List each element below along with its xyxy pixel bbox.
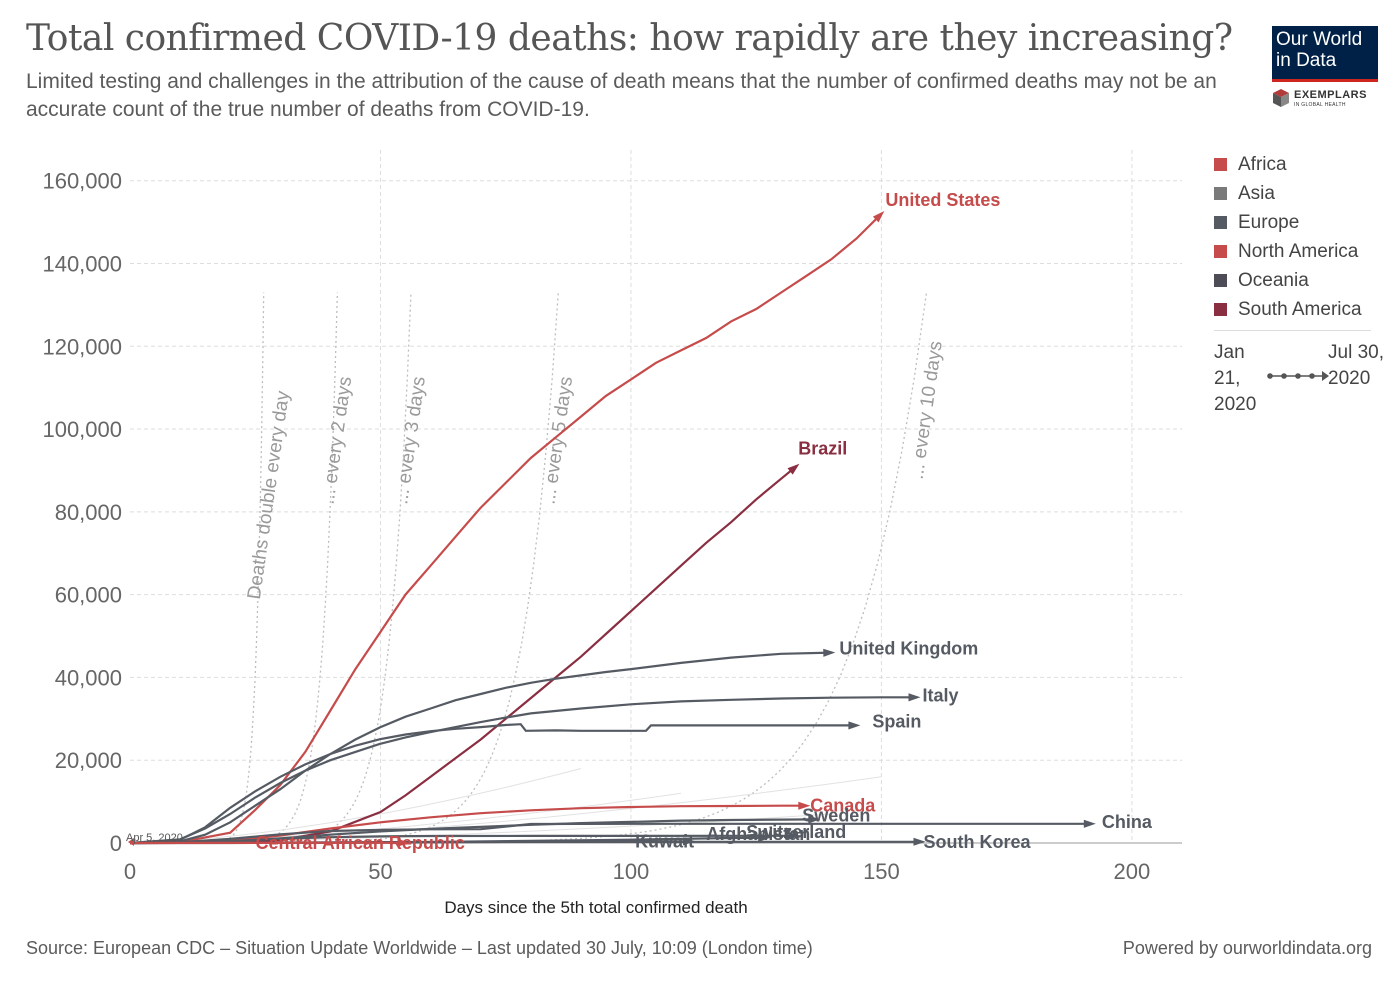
legend-swatch [1214, 158, 1227, 171]
series-label[interactable]: Sweden [802, 805, 870, 825]
series-line[interactable] [129, 834, 797, 845]
doubling-reference-label: ... every 2 days [318, 375, 357, 506]
series-arrowhead [1083, 819, 1096, 828]
series-arrowhead [798, 801, 811, 810]
x-axis-label: Days since the 5th total confirmed death [444, 898, 747, 917]
legend-label: Europe [1238, 211, 1300, 233]
series-label[interactable]: Italy [922, 685, 958, 705]
chart-subtitle: Limited testing and challenges in the at… [26, 70, 1217, 121]
series-arrowhead [397, 838, 410, 847]
timeline[interactable]: Jan 21, 2020 Jul 30, 2020 [1214, 340, 1394, 420]
y-tick-label: 120,000 [42, 334, 122, 359]
y-tick-label: 140,000 [42, 251, 122, 276]
source-note: Source: European CDC – Situation Update … [26, 938, 813, 958]
owid-logo[interactable]: Our World in Data [1272, 26, 1378, 82]
owid-logo-text: Our World in Data [1276, 29, 1363, 71]
timeline-slider[interactable] [1266, 366, 1330, 386]
legend: Africa Asia Europe North America Oceania Sout… [1214, 150, 1384, 331]
legend-item-africa[interactable]: Africa [1214, 150, 1384, 179]
series-label[interactable]: China [1102, 812, 1153, 832]
y-tick-label: 160,000 [42, 169, 122, 194]
series-label[interactable]: Brazil [798, 438, 847, 458]
series-arrowhead [908, 693, 921, 702]
legend-label: Oceania [1238, 269, 1309, 291]
timeline-start-label: Jan 21, 2020 [1214, 342, 1257, 415]
y-tick-label: 60,000 [55, 583, 122, 608]
exemplars-cube-icon [1273, 89, 1289, 107]
legend-swatch [1214, 187, 1227, 200]
legend-item-north-america[interactable]: North America [1214, 237, 1384, 266]
legend-swatch [1214, 216, 1227, 229]
exemplars-text: EXEMPLARS [1294, 89, 1367, 101]
legend-swatch [1214, 303, 1227, 316]
doubling-reference-label: ... every 5 days [538, 375, 577, 506]
series-arrowhead [848, 721, 861, 730]
series-line[interactable] [129, 651, 832, 845]
y-tick-label: 100,000 [42, 417, 122, 442]
legend-swatch [1214, 245, 1227, 258]
exemplars-subtext: IN GLOBAL HEALTH [1294, 102, 1346, 108]
series-label[interactable]: United Kingdom [839, 639, 978, 659]
background-country-line [129, 768, 582, 844]
timeline-end-label: Jul 30, 2020 [1328, 342, 1384, 389]
doubling-reference-label: Deaths double every day [244, 389, 294, 601]
x-tick-label: 150 [863, 859, 900, 884]
legend-item-asia[interactable]: Asia [1214, 179, 1384, 208]
x-tick-label: 50 [368, 859, 392, 884]
legend-item-europe[interactable]: Europe [1214, 208, 1384, 237]
series-line[interactable] [129, 213, 883, 845]
x-tick-label: 0 [124, 859, 136, 884]
legend-label: South America [1238, 298, 1362, 320]
series-label[interactable]: South Korea [924, 832, 1032, 852]
doubling-reference-label: ... every 10 days [907, 340, 947, 481]
legend-item-oceania[interactable]: Oceania [1214, 266, 1384, 295]
series-line[interactable] [129, 465, 797, 845]
series-arrowhead [787, 463, 800, 475]
series-label[interactable]: Kuwait [635, 831, 694, 851]
y-tick-label: 80,000 [55, 500, 122, 525]
x-tick-label: 200 [1114, 859, 1151, 884]
doubling-reference-line [190, 292, 265, 844]
legend-swatch [1214, 274, 1227, 287]
y-tick-label: 40,000 [55, 665, 122, 690]
legend-divider [1214, 330, 1371, 331]
exemplars-logo[interactable]: EXEMPLARS IN GLOBAL HEALTH [1272, 88, 1382, 112]
x-tick-label: 100 [613, 859, 650, 884]
series-label[interactable]: Switzerland [746, 822, 846, 842]
series-label[interactable]: United States [885, 190, 1000, 210]
legend-label: North America [1238, 240, 1359, 262]
series-label[interactable]: Canada [810, 796, 876, 816]
series-arrowhead [683, 837, 696, 846]
series-label[interactable]: Afghanistan [706, 824, 810, 844]
y-tick-label: 0 [110, 831, 122, 856]
series-label[interactable]: Spain [872, 711, 921, 731]
series-arrowhead [788, 831, 801, 840]
legend-label: Asia [1238, 182, 1275, 204]
legend-item-south-america[interactable]: South America [1214, 295, 1384, 324]
series-line[interactable] [129, 723, 857, 845]
powered-by-link[interactable]: Powered by ourworldindata.org [1122, 938, 1372, 958]
series-arrowhead [808, 815, 821, 824]
start-date-annotation: Apr 5, 2020 [126, 832, 183, 844]
chart-title: Total confirmed COVID-19 deaths: how rap… [26, 18, 1233, 59]
y-tick-label: 20,000 [55, 748, 122, 773]
series-line[interactable] [129, 822, 1092, 845]
start-marker [128, 838, 134, 846]
series-label[interactable]: Central African Republic [256, 833, 465, 853]
series-arrowhead [758, 833, 771, 842]
series-arrowhead [823, 648, 836, 657]
series-arrowhead [913, 837, 926, 846]
doubling-reference-label: ... every 3 days [391, 375, 430, 506]
series-arrowhead [872, 211, 885, 223]
series-line[interactable] [129, 804, 807, 845]
legend-label: Africa [1238, 153, 1287, 175]
